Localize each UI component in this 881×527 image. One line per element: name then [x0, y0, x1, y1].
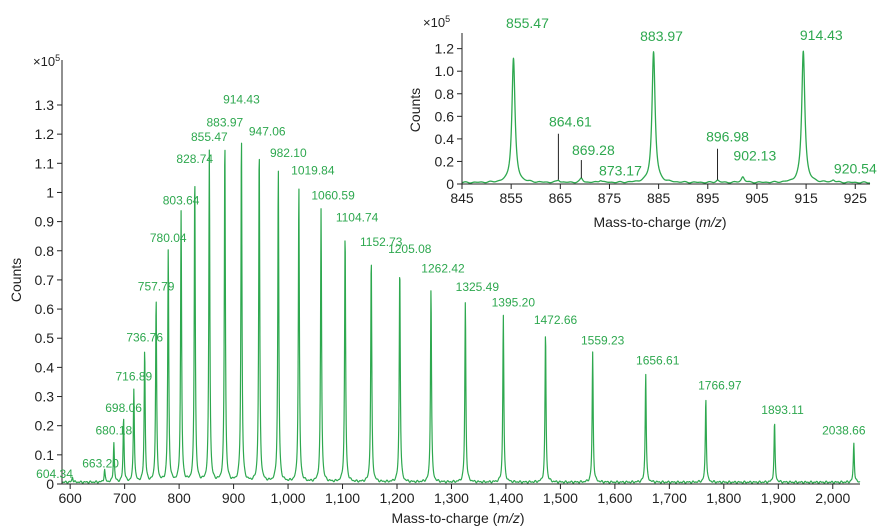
- main-y-tick-label: 0.4: [35, 359, 55, 375]
- main-y-tick-label: 0.6: [35, 301, 55, 317]
- main-y-tick-label: 1.1: [35, 155, 55, 171]
- inset-peak-label: 914.43: [800, 27, 843, 43]
- main-y-tick-label: 0.9: [35, 214, 55, 230]
- main-peak-label: 947.06: [249, 124, 286, 138]
- main-peak-label: 1060.59: [311, 188, 355, 202]
- inset-x-axis-label: Mass-to-charge (m/z): [593, 214, 726, 230]
- main-y-tick-label: 1.2: [35, 126, 55, 142]
- inset-x-tick-label: 865: [549, 190, 573, 206]
- main-peak-label: 1656.61: [636, 354, 680, 368]
- main-peak-label: 698.06: [105, 401, 142, 415]
- inset-x-tick-label: 875: [598, 190, 622, 206]
- main-x-tick-label: 1,700: [652, 490, 687, 506]
- inset-y-tick-label: 1.2: [435, 41, 455, 57]
- inset-peak-label: 896.98: [706, 129, 749, 145]
- main-x-tick-label: 1,000: [271, 490, 306, 506]
- main-y-axis-label: Counts: [8, 258, 24, 302]
- main-peak-label: 1104.74: [336, 210, 379, 224]
- inset-y-tick-label: 0: [446, 176, 454, 192]
- main-peak-label: 1152.73: [360, 235, 403, 249]
- main-x-tick-label: 1,200: [379, 490, 414, 506]
- inset-y-tick-label: 0.8: [435, 86, 455, 102]
- inset-peak-label: 883.97: [640, 28, 683, 44]
- main-x-tick-label: 1,900: [761, 490, 796, 506]
- main-y-tick-label: 0.2: [35, 418, 55, 434]
- main-peak-label: 803.64: [163, 193, 200, 207]
- inset-spectrum-trace: [461, 50, 871, 184]
- main-peak-label: 736.76: [126, 330, 163, 344]
- main-peak-label: 883.97: [207, 116, 244, 130]
- inset-y-axis-label: Counts: [407, 88, 423, 132]
- inset-x-tick-label: 845: [450, 190, 474, 206]
- main-x-tick-label: 2,000: [815, 490, 850, 506]
- inset-y-tick-label: 1.0: [435, 63, 455, 79]
- main-peak-label: 1325.49: [456, 280, 500, 294]
- inset-x-tick-label: 895: [696, 190, 720, 206]
- inset-y-tick-label: 0.2: [435, 153, 455, 169]
- inset-peak-label: 864.61: [549, 114, 592, 130]
- main-peak-label: 663.20: [82, 456, 119, 470]
- inset-x-tick-label: 855: [499, 190, 523, 206]
- main-y-tick-label: 0.7: [35, 272, 55, 288]
- main-x-tick-label: 900: [222, 490, 246, 506]
- main-x-tick-label: 1,100: [325, 490, 360, 506]
- main-peak-label: 1205.08: [388, 242, 432, 256]
- inset-x-tick-label: 925: [844, 190, 868, 206]
- main-chart: 600 700 800 900 1,000 1,100 1,200 1,300 1,400 1,5…: [8, 53, 866, 526]
- main-y-multiplier: ×105: [33, 53, 60, 69]
- main-y-tick-label: 0: [46, 476, 54, 492]
- main-x-tick-label: 1,500: [543, 490, 578, 506]
- inset-x-tick-label: 905: [745, 190, 769, 206]
- main-y-tick-label: 1: [46, 184, 54, 200]
- inset-peak-label: 920.54: [834, 161, 877, 177]
- main-peak-label: 780.04: [150, 231, 187, 245]
- main-x-tick-label: 1,600: [597, 490, 632, 506]
- main-peak-label: 680.18: [95, 424, 132, 438]
- main-peak-label: 855.47: [191, 130, 228, 144]
- inset-x-tick-label: 885: [647, 190, 671, 206]
- main-peak-label: 1559.23: [581, 333, 625, 347]
- main-x-tick-label: 1,400: [488, 490, 523, 506]
- main-peak-label: 757.79: [138, 279, 175, 293]
- main-peak-label: 1766.97: [698, 378, 742, 392]
- main-y-tick-label: 0.3: [35, 389, 55, 405]
- inset-peak-label: 873.17: [599, 163, 642, 179]
- inset-peak-label: 855.47: [506, 15, 549, 31]
- main-x-axis-label: Mass-to-charge (m/z): [391, 510, 524, 526]
- inset-y-tick-label: 0.6: [435, 108, 455, 124]
- main-x-tick-label: 1,300: [434, 490, 469, 506]
- main-x-tick-label: 800: [167, 490, 191, 506]
- main-peak-label: 1019.84: [291, 164, 335, 178]
- inset-peak-label: 869.28: [572, 142, 615, 158]
- main-peak-label: 1262.42: [421, 262, 465, 276]
- inset-x-tick-label: 915: [794, 190, 818, 206]
- main-y-tick-label: 0.1: [35, 447, 55, 463]
- main-x-tick-label: 700: [113, 490, 137, 506]
- main-y-tick-label: 0.8: [35, 243, 55, 259]
- inset-peak-label: 902.13: [733, 147, 776, 163]
- inset-chart: 845 855 865 875 885 895 905 915 925 0 0.2 0.4 0.6 0.8…: [407, 14, 877, 230]
- main-x-tick-label: 600: [58, 490, 82, 506]
- inset-y-multiplier: ×105: [423, 14, 450, 30]
- main-x-tick-label: 1,800: [706, 490, 741, 506]
- main-y-tick-label: 0.5: [35, 330, 55, 346]
- main-y-tick-label: 1.3: [35, 97, 55, 113]
- main-peak-label: 828.74: [176, 152, 213, 166]
- main-spectrum-trace: [61, 142, 861, 484]
- main-peak-label: 1395.20: [492, 295, 536, 309]
- main-peak-label: 1893.11: [761, 403, 804, 417]
- main-peak-label: 914.43: [223, 93, 260, 107]
- inset-y-tick-label: 0.4: [435, 131, 455, 147]
- main-peak-label: 1472.66: [534, 313, 578, 327]
- main-peak-label: 716.89: [115, 370, 152, 384]
- main-peak-label: 982.10: [270, 146, 307, 160]
- main-peak-label: 604.34: [36, 467, 73, 481]
- main-peak-label: 2038.66: [822, 424, 866, 438]
